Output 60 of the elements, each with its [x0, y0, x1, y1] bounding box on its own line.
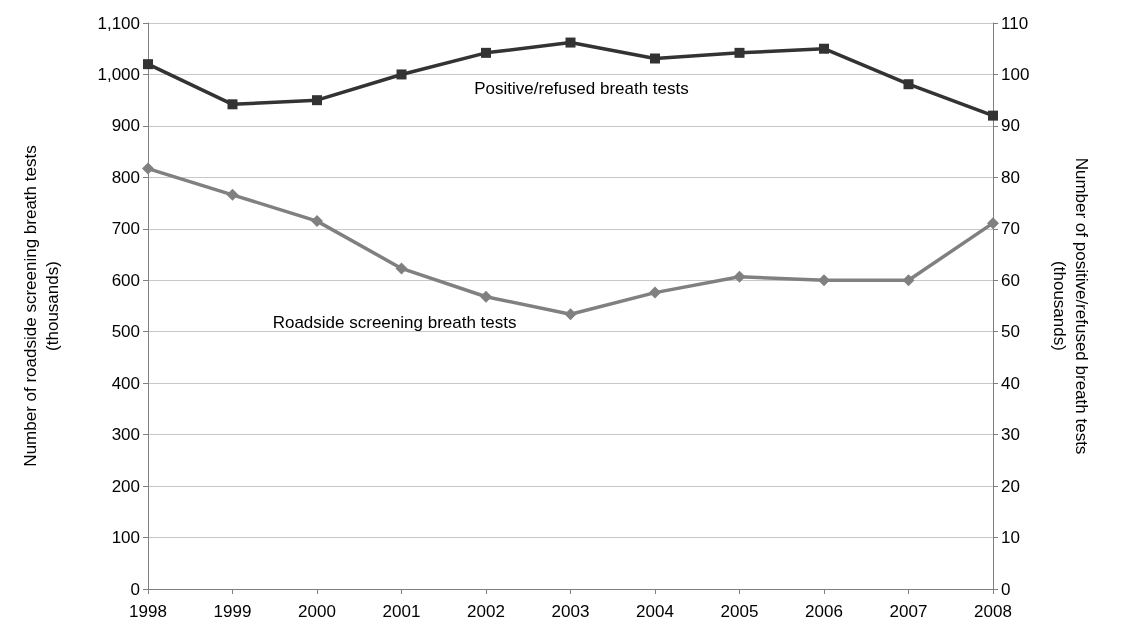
y-tick-label: 400: [111, 373, 140, 393]
y2-tick-label: 0: [1001, 579, 1011, 599]
point: [395, 262, 408, 275]
y2-tick-label: 40: [1001, 373, 1020, 393]
point: [481, 47, 491, 58]
point: [565, 37, 576, 48]
x-tick-label: 2008: [974, 602, 1012, 621]
series-label: Positive/refused breath tests: [474, 79, 689, 99]
x-tick-label: 2005: [720, 602, 759, 621]
y-tick-label: 500: [111, 322, 140, 342]
y2-tick-label: 70: [1001, 219, 1020, 239]
point: [312, 95, 322, 106]
point: [818, 274, 830, 287]
y2-tick-label: 50: [1001, 322, 1020, 342]
point: [649, 286, 661, 299]
point: [733, 270, 746, 283]
x-tick-label: 2004: [636, 602, 674, 621]
y2-tick-label: 110: [1001, 13, 1029, 33]
y2-tick-label: 60: [1001, 270, 1020, 290]
point: [226, 188, 239, 201]
point: [396, 69, 407, 80]
x-tick-label: 2003: [551, 602, 590, 621]
y-tick-label: 1,100: [97, 13, 140, 33]
y-tick-label: 200: [111, 476, 140, 496]
y-tick-label: 900: [111, 116, 140, 136]
point: [564, 308, 577, 321]
point: [987, 217, 999, 230]
x-tick-label: 1999: [213, 602, 252, 621]
x-tick-label: 2000: [298, 602, 336, 621]
y2-axis-title: Number of positive/refused breath tests (thousands): [1049, 157, 1091, 455]
point: [650, 53, 660, 64]
x-tick-label: 2007: [889, 602, 928, 621]
point: [988, 110, 998, 121]
y2-tick-label: 80: [1001, 167, 1020, 187]
y2-tick-label: 90: [1001, 116, 1020, 136]
point: [819, 43, 829, 54]
point: [734, 47, 745, 58]
point: [142, 162, 154, 175]
y-tick-label: 700: [111, 219, 140, 239]
x-tick-label: 2006: [805, 602, 843, 621]
y2-tick-label: 100: [1001, 64, 1030, 84]
y2-tick-label: 20: [1001, 476, 1020, 496]
y-tick-label: 1,000: [97, 64, 140, 84]
x-tick-label: 2002: [467, 602, 505, 621]
y-tick-label: 800: [111, 167, 140, 187]
series-label: Roadside screening breath tests: [272, 312, 517, 332]
y-tick-label: 300: [111, 425, 140, 445]
point: [480, 290, 492, 303]
point: [227, 99, 238, 110]
y-axis-title: Number of roadside screening breath tests (thousands): [20, 145, 62, 467]
y2-tick-label: 30: [1001, 425, 1020, 445]
y-tick-label: 100: [111, 528, 140, 548]
x-tick-label: 1998: [129, 602, 167, 621]
y-tick-label: 0: [130, 579, 140, 599]
y2-tick-label: 10: [1001, 528, 1020, 548]
x-tick-label: 2001: [382, 602, 421, 621]
point: [903, 79, 914, 90]
y-tick-label: 600: [111, 270, 140, 290]
point: [143, 59, 153, 70]
point: [311, 215, 323, 228]
